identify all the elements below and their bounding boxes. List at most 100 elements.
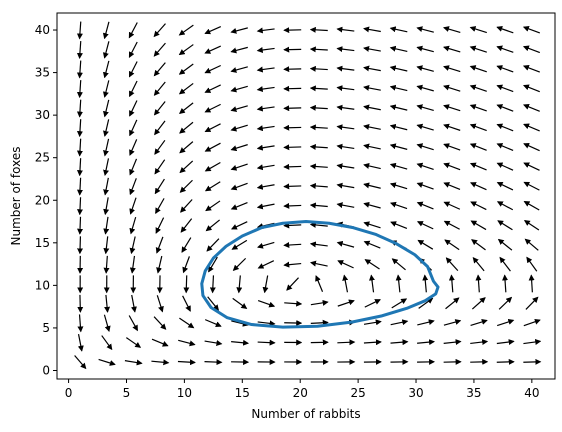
vector-arrow bbox=[204, 64, 221, 74]
vector-arrow bbox=[416, 143, 434, 151]
vector-arrow bbox=[129, 197, 137, 215]
vector-arrow bbox=[524, 238, 539, 251]
vector-arrow bbox=[179, 317, 195, 329]
vector-arrow bbox=[257, 241, 275, 249]
vector-arrow bbox=[76, 99, 83, 118]
vector-arrow bbox=[523, 143, 540, 152]
vector-arrow bbox=[129, 158, 138, 176]
vector-arrow bbox=[417, 239, 434, 250]
vector-arrow bbox=[125, 337, 142, 348]
vector-arrow bbox=[496, 84, 514, 93]
vector-arrow bbox=[310, 319, 329, 326]
vector-arrow bbox=[230, 46, 248, 54]
vector-arrow bbox=[230, 27, 248, 34]
vector-arrow bbox=[256, 105, 275, 112]
vector-arrow bbox=[470, 220, 487, 231]
vector-arrow bbox=[181, 237, 192, 253]
vector-arrow bbox=[445, 257, 459, 272]
vector-arrow bbox=[523, 123, 540, 132]
vector-arrow bbox=[496, 162, 514, 171]
vector-arrow bbox=[336, 26, 355, 33]
x-tick-label: 10 bbox=[177, 386, 192, 400]
vector-arrow bbox=[102, 21, 110, 40]
vector-arrow bbox=[182, 295, 191, 312]
vector-arrow bbox=[128, 22, 138, 39]
vector-arrow bbox=[499, 256, 511, 272]
vector-arrow bbox=[469, 123, 487, 132]
vector-arrow bbox=[76, 138, 83, 157]
vector-arrow bbox=[496, 26, 514, 34]
vector-arrow bbox=[209, 275, 216, 294]
vector-arrow bbox=[336, 240, 355, 248]
vector-arrow bbox=[445, 297, 460, 310]
vector-arrow bbox=[389, 143, 408, 150]
vector-arrow bbox=[469, 45, 487, 53]
vector-arrow bbox=[416, 201, 434, 210]
vector-arrow bbox=[262, 275, 269, 294]
x-axis-ticks: 0 5 10 15 20 25 30 35 40 bbox=[65, 379, 539, 400]
y-tick-label: 15 bbox=[35, 236, 50, 250]
vector-arrow bbox=[416, 26, 434, 33]
vector-arrow bbox=[178, 102, 194, 115]
vector-arrow bbox=[444, 239, 460, 251]
x-tick-label: 20 bbox=[293, 386, 308, 400]
vector-arrow bbox=[182, 256, 190, 274]
vector-arrow bbox=[364, 259, 380, 270]
vector-arrow bbox=[205, 200, 221, 212]
vector-arrow bbox=[363, 182, 381, 189]
vector-arrow bbox=[103, 158, 110, 177]
vector-arrow bbox=[363, 201, 381, 209]
vector-arrow bbox=[76, 60, 83, 79]
vector-arrow bbox=[416, 162, 434, 170]
vector-arrow bbox=[206, 238, 220, 252]
y-axis-ticks: 0 5 10 15 20 25 30 35 40 bbox=[35, 23, 57, 377]
vector-arrow bbox=[154, 139, 166, 155]
vector-arrow bbox=[76, 80, 83, 99]
vector-arrow bbox=[342, 274, 349, 293]
vector-arrow bbox=[309, 26, 328, 33]
vector-arrow bbox=[443, 26, 461, 33]
vector-arrow bbox=[363, 163, 381, 170]
vector-arrow bbox=[470, 319, 488, 326]
vector-arrow bbox=[469, 26, 487, 34]
vector-arrow bbox=[389, 65, 408, 72]
vector-arrow bbox=[128, 315, 138, 332]
vector-arrow bbox=[337, 299, 355, 307]
vector-arrow bbox=[309, 143, 328, 150]
vector-arrow bbox=[390, 221, 408, 229]
vector-arrow bbox=[77, 236, 84, 255]
vector-arrow bbox=[309, 202, 328, 209]
vector-arrow bbox=[180, 218, 193, 233]
vector-arrow bbox=[417, 319, 435, 326]
vector-arrow bbox=[257, 320, 276, 327]
vector-arrow bbox=[496, 201, 514, 211]
vector-arrow bbox=[256, 27, 275, 34]
vector-arrow bbox=[522, 26, 541, 34]
vector-arrow bbox=[336, 46, 355, 53]
y-tick-label: 30 bbox=[35, 108, 50, 122]
vector-arrow bbox=[528, 274, 535, 293]
vector-arrow bbox=[283, 202, 302, 209]
vector-arrow bbox=[74, 355, 87, 370]
vector-arrow bbox=[151, 338, 169, 347]
vector-arrow bbox=[76, 158, 83, 177]
vector-arrow bbox=[153, 42, 166, 57]
vector-arrow bbox=[309, 221, 328, 228]
vector-arrow bbox=[128, 41, 138, 58]
vector-arrow bbox=[389, 104, 408, 111]
vector-arrow bbox=[389, 45, 408, 52]
vector-arrow bbox=[151, 359, 170, 366]
vector-arrow bbox=[179, 160, 194, 174]
vector-arrow bbox=[183, 275, 190, 294]
vector-arrow bbox=[236, 275, 243, 294]
vector-arrow bbox=[523, 162, 540, 171]
vector-arrow bbox=[497, 238, 513, 251]
vector-arrow bbox=[178, 63, 194, 75]
vector-arrow bbox=[283, 183, 302, 190]
vector-arrow bbox=[204, 319, 222, 328]
vector-arrow bbox=[129, 119, 138, 137]
plot-area bbox=[57, 13, 555, 379]
vector-arrow bbox=[128, 61, 138, 78]
vector-arrow bbox=[497, 220, 513, 231]
vector-arrow bbox=[256, 86, 275, 93]
